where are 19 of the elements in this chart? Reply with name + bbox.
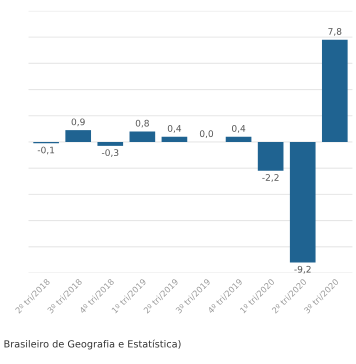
data-label: -2,2 [262, 174, 279, 182]
data-label: -0,3 [102, 149, 118, 157]
bar [258, 142, 284, 171]
bar [65, 130, 92, 142]
bar [162, 136, 188, 142]
bar [322, 40, 348, 142]
data-label: -9,2 [294, 266, 311, 274]
data-label: 0,4 [232, 124, 246, 133]
data-label: 0,9 [72, 118, 85, 126]
bar [226, 136, 252, 142]
data-label: 0,8 [136, 120, 149, 128]
bar [290, 142, 316, 263]
data-label: 7,8 [328, 28, 342, 36]
bar [97, 142, 124, 146]
text: Brasileiro de Geografia e Estatística) [4, 340, 181, 350]
bar [130, 131, 156, 142]
data-label: 0,0 [200, 130, 214, 138]
data-label: -0,1 [38, 146, 54, 154]
data-label: 0,4 [168, 124, 182, 133]
